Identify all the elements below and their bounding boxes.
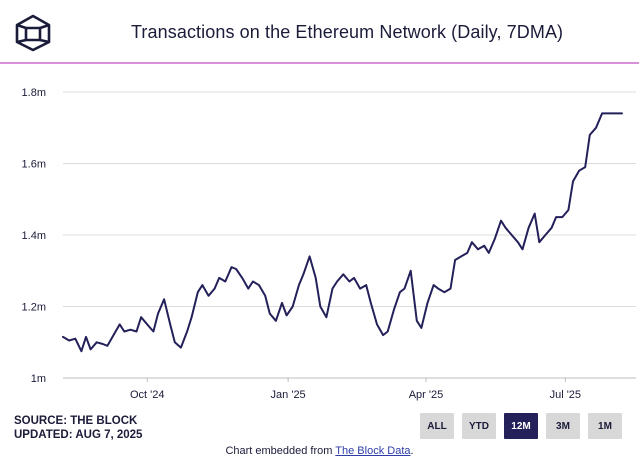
x-tick-label: Jan '25	[271, 389, 306, 401]
chart-header: Transactions on the Ethereum Network (Da…	[0, 0, 639, 62]
source-info: SOURCE: THE BLOCK UPDATED: AUG 7, 2025	[14, 414, 142, 442]
series-line	[62, 112, 623, 353]
range-button-3m[interactable]: 3M	[546, 413, 580, 439]
line-chart: 1m 1.2m 1.4m 1.6m 1.8m Oct '24 Jan '25 Apr '25…	[22, 87, 636, 401]
y-tick-label: 1.8m	[22, 87, 46, 99]
the-block-logo-icon	[15, 14, 51, 52]
the-block-data-link[interactable]: The Block Data	[335, 445, 411, 457]
embed-prefix: Chart embedded from	[225, 445, 336, 457]
header-divider	[0, 62, 639, 64]
y-tick-label: 1.2m	[22, 302, 46, 314]
chart-title: Transactions on the Ethereum Network (Da…	[131, 22, 564, 42]
source-label: SOURCE: THE BLOCK	[14, 415, 138, 427]
x-tick-label: Jul '25	[550, 389, 581, 401]
x-tick-label: Oct '24	[130, 389, 165, 401]
y-tick-label: 1m	[31, 373, 46, 385]
range-button-1m[interactable]: 1M	[588, 413, 622, 439]
range-button-ytd[interactable]: YTD	[462, 413, 496, 439]
embed-suffix: .	[410, 445, 414, 457]
updated-label: UPDATED: AUG 7, 2025	[14, 429, 143, 441]
x-tick-label: Apr '25	[409, 389, 444, 401]
embed-note: Chart embedded from The Block Data.	[0, 445, 639, 457]
y-tick-label: 1.6m	[22, 159, 46, 171]
range-button-all[interactable]: ALL	[420, 413, 454, 439]
y-tick-label: 1.4m	[22, 230, 46, 242]
range-button-12m[interactable]: 12M	[504, 413, 538, 439]
